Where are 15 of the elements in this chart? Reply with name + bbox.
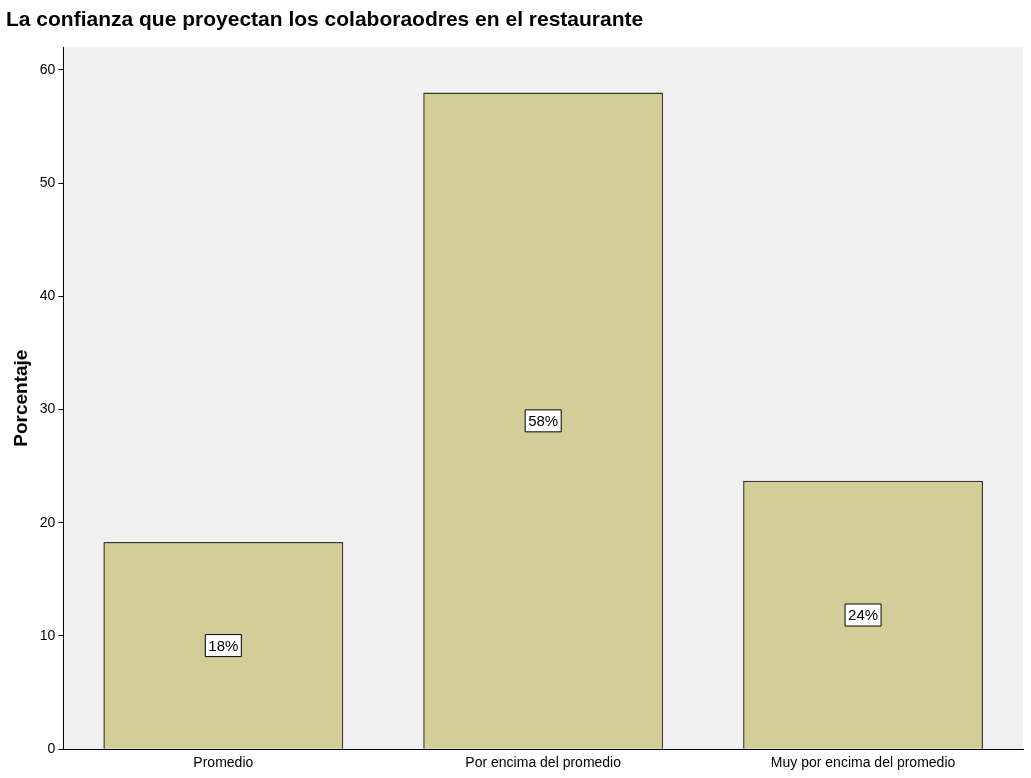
data-label: 18%: [208, 636, 239, 654]
y-axis-title: Porcentaje: [9, 349, 31, 447]
y-tick-label: 30: [39, 400, 56, 417]
x-tick-label: Promedio: [193, 754, 254, 771]
y-tick-label: 60: [39, 60, 56, 77]
chart-title: La confianza que proyectan los colaboraodres en el restaurante: [6, 7, 644, 31]
y-tick-label: 40: [39, 287, 56, 304]
y-tick-label: 20: [39, 513, 56, 530]
y-tick-label: 10: [39, 626, 56, 643]
x-tick-label: Por encima del promedio: [465, 754, 622, 771]
y-tick-label: 50: [39, 173, 56, 190]
x-tick-label: Muy por encima del promedio: [770, 754, 956, 771]
y-tick-label: 0: [47, 740, 56, 757]
data-label: 58%: [528, 411, 559, 429]
data-label: 24%: [848, 606, 879, 624]
